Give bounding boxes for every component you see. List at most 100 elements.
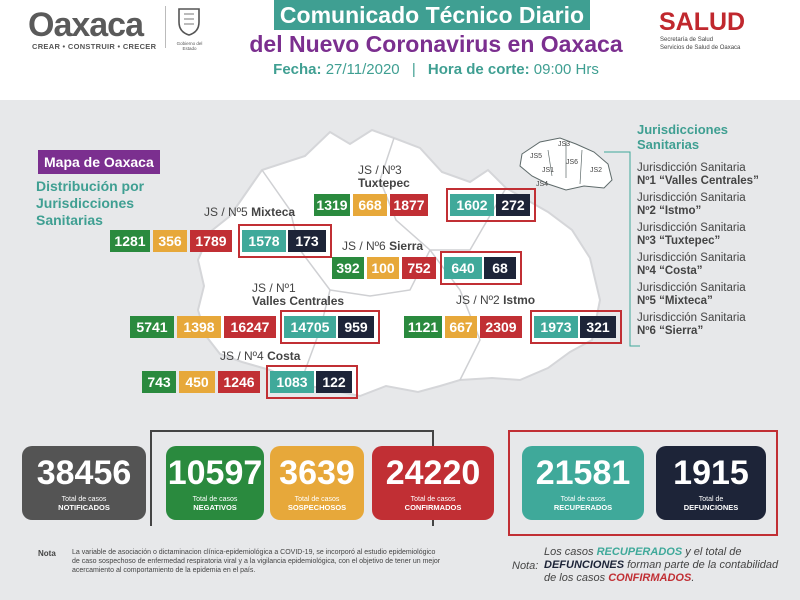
separator: | bbox=[411, 61, 416, 78]
js5-recuperados: 1578 bbox=[242, 230, 286, 252]
legend-item-js1: Jurisdicción Sanitaria Nº1 “Valles Centr… bbox=[637, 162, 759, 188]
js6-sospechosos: 100 bbox=[367, 257, 399, 279]
js2-label: JS / Nº2 Istmo bbox=[456, 294, 535, 307]
js5-negativos: 1281 bbox=[110, 230, 150, 252]
cutoff-label: Hora de corte: bbox=[427, 61, 530, 78]
total-label-text: Total de casos bbox=[560, 496, 606, 503]
total-recuperados-card: 21581 Total de casos RECUPERADOS bbox=[522, 446, 644, 520]
js6-frame bbox=[440, 251, 522, 285]
js2-number: JS / Nº2 bbox=[456, 293, 500, 307]
note-confirmados: CONFIRMADOS bbox=[608, 572, 692, 584]
total-negativos-label: Total de casos NEGATIVOS bbox=[166, 496, 264, 513]
inset-label-js6: JS6 bbox=[566, 159, 579, 166]
js5-name: Mixteca bbox=[251, 205, 296, 219]
total-sospechosos-card: 3639 Total de casos SOSPECHOSOS bbox=[270, 446, 364, 520]
js3-sospechosos: 668 bbox=[353, 194, 387, 216]
oaxaca-logo-tagline: CREAR • CONSTRUIR • CRECER bbox=[32, 42, 157, 51]
salud-sub-line1: Secretaría de Salud bbox=[660, 37, 714, 43]
js5-confirmados: 1789 bbox=[190, 230, 232, 252]
legend-item-prefix: Jurisdicción Sanitaria bbox=[637, 312, 746, 324]
js1-number: JS / Nº1 bbox=[252, 281, 296, 295]
js2-confirmados: 2309 bbox=[480, 316, 522, 338]
js2-name: Istmo bbox=[503, 293, 536, 307]
js2-frame bbox=[530, 310, 622, 344]
report-subtitle: del Nuevo Coronavirus en Oaxaca bbox=[249, 31, 623, 57]
js6-defunciones: 68 bbox=[484, 257, 516, 279]
total-label-text: Total de casos bbox=[294, 496, 340, 503]
js4-confirmados: 1246 bbox=[218, 371, 260, 393]
legend-item-name: Nº4 “Costa” bbox=[637, 265, 703, 277]
js3-name: Tuxtepec bbox=[358, 176, 410, 190]
js3-number: JS / Nº3 bbox=[358, 163, 402, 177]
inset-label-js4: JS4 bbox=[536, 181, 549, 188]
js5-number: JS / Nº5 bbox=[204, 205, 248, 219]
totals-bracket-red bbox=[508, 430, 778, 536]
note-left-text: La variable de asociación o dictaminacio… bbox=[72, 549, 441, 574]
js3-defunciones: 272 bbox=[496, 194, 530, 216]
note-recuperados: RECUPERADOS bbox=[596, 546, 683, 558]
total-label-bold: SOSPECHOSOS bbox=[287, 503, 347, 512]
total-label-bold: NOTIFICADOS bbox=[58, 503, 110, 512]
report-date-line: Fecha: 27/11/2020 | Hora de corte: 09:00… bbox=[246, 61, 626, 78]
js1-negativos: 5741 bbox=[130, 316, 174, 338]
legend-item-name: Nº2 “Istmo” bbox=[637, 205, 702, 217]
js3-frame bbox=[446, 188, 536, 222]
js1-sospechosos: 1398 bbox=[177, 316, 221, 338]
legend-item-js6: Jurisdicción Sanitaria Nº6 “Sierra” bbox=[637, 312, 746, 338]
inset-label-js2: JS2 bbox=[590, 167, 603, 174]
total-negativos-card: 10597 Total de casos NEGATIVOS bbox=[166, 446, 264, 520]
report-title: Comunicado Técnico Diario bbox=[274, 0, 590, 30]
total-label-text: Total de bbox=[698, 496, 724, 503]
js3-recuperados: 1602 bbox=[450, 194, 494, 216]
note-text: Los casos bbox=[544, 546, 597, 558]
total-label-bold: CONFIRMADOS bbox=[404, 503, 462, 512]
js6-number: JS / Nº6 bbox=[342, 239, 386, 253]
note-text: y el total de bbox=[682, 546, 742, 558]
date-value: 27/11/2020 bbox=[325, 61, 400, 78]
legend-item-prefix: Jurisdicción Sanitaria bbox=[637, 192, 746, 204]
inset-label-js1: JS1 bbox=[542, 167, 555, 174]
legend-item-name: Nº5 “Mixteca” bbox=[637, 295, 713, 307]
legend-item-name: Nº3 “Tuxtepec” bbox=[637, 235, 721, 247]
js5-sospechosos: 356 bbox=[153, 230, 187, 252]
total-defunciones-card: 1915 Total de DEFUNCIONES bbox=[656, 446, 766, 520]
salud-subtitle: Secretaría de Salud Servicios de Salud d… bbox=[660, 36, 740, 52]
js2-recuperados: 1973 bbox=[534, 316, 578, 338]
total-negativos-value: 10597 bbox=[167, 454, 263, 492]
note-left-label: Nota bbox=[38, 549, 56, 558]
js4-recuperados: 1083 bbox=[270, 371, 314, 393]
total-sospechosos-value: 3639 bbox=[279, 454, 355, 492]
js6-negativos: 392 bbox=[332, 257, 364, 279]
legend-item-js2: Jurisdicción Sanitaria Nº2 “Istmo” bbox=[637, 192, 746, 218]
total-recuperados-value: 21581 bbox=[535, 454, 631, 492]
note-text: . bbox=[691, 572, 695, 584]
total-defunciones-label: Total de DEFUNCIONES bbox=[656, 496, 766, 513]
oaxaca-logo: Oaxaca bbox=[28, 6, 144, 44]
legend-item-name: Nº1 “Valles Centrales” bbox=[637, 175, 759, 187]
js2-defunciones: 321 bbox=[580, 316, 616, 338]
js3-label: JS / Nº3 Tuxtepec bbox=[358, 164, 410, 190]
js1-confirmados: 16247 bbox=[224, 316, 276, 338]
js5-defunciones: 173 bbox=[288, 230, 326, 252]
js1-defunciones: 959 bbox=[338, 316, 374, 338]
legend-item-js4: Jurisdicción Sanitaria Nº4 “Costa” bbox=[637, 252, 746, 278]
note-right-label: Nota: bbox=[512, 560, 539, 572]
total-notificados-label: Total de casos NOTIFICADOS bbox=[22, 496, 146, 513]
legend-item-js3: Jurisdicción Sanitaria Nº3 “Tuxtepec” bbox=[637, 222, 746, 248]
js6-name: Sierra bbox=[389, 239, 424, 253]
legend-item-prefix: Jurisdicción Sanitaria bbox=[637, 282, 746, 294]
js6-confirmados: 752 bbox=[402, 257, 436, 279]
total-label-text: Total de casos bbox=[61, 496, 107, 503]
note-defunciones: DEFUNCIONES bbox=[544, 559, 625, 571]
legend-item-js5: Jurisdicción Sanitaria Nº5 “Mixteca” bbox=[637, 282, 746, 308]
legend-item-prefix: Jurisdicción Sanitaria bbox=[637, 162, 746, 174]
js4-frame bbox=[266, 365, 358, 399]
legend-title: Jurisdicciones Sanitarias bbox=[637, 122, 729, 152]
total-notificados-card: 38456 Total de casos NOTIFICADOS bbox=[22, 446, 146, 520]
js4-defunciones: 122 bbox=[316, 371, 352, 393]
js4-negativos: 743 bbox=[142, 371, 176, 393]
total-confirmados-label: Total de casos CONFIRMADOS bbox=[372, 496, 494, 513]
map-title: Mapa de Oaxaca bbox=[38, 150, 160, 174]
date-label: Fecha: bbox=[273, 61, 322, 78]
js1-frame bbox=[280, 310, 380, 344]
